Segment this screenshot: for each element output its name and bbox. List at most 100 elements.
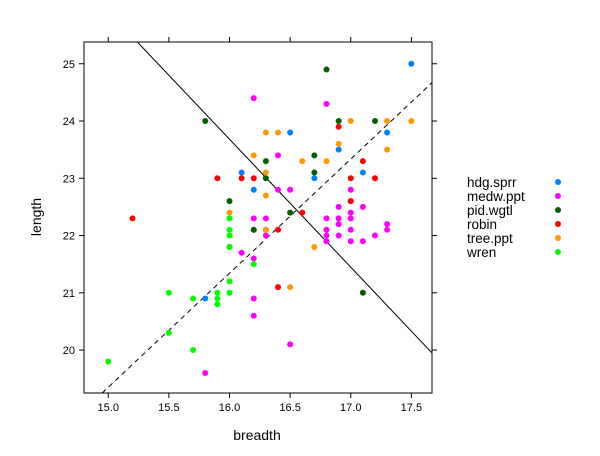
data-point <box>250 175 257 182</box>
series-tree-ppt <box>226 118 415 291</box>
data-point <box>226 226 233 233</box>
y-tick-label: 22 <box>63 231 75 243</box>
data-point <box>372 175 379 182</box>
y-tick-label: 20 <box>63 345 75 357</box>
data-point <box>250 215 257 222</box>
legend-marker <box>555 179 561 185</box>
data-point <box>275 284 282 291</box>
data-point <box>287 186 294 193</box>
data-point <box>323 232 330 239</box>
data-point <box>323 215 330 222</box>
data-point <box>238 249 245 256</box>
data-point <box>238 175 245 182</box>
y-tick-label: 23 <box>63 173 75 185</box>
data-point <box>190 295 197 302</box>
data-point <box>347 198 354 205</box>
data-point <box>262 169 269 176</box>
data-point <box>214 289 221 296</box>
data-point <box>262 175 269 182</box>
data-point <box>262 129 269 136</box>
data-point <box>347 209 354 216</box>
legend-label: robin <box>467 217 497 232</box>
data-point <box>214 301 221 308</box>
x-axis: 15.0 15.5 16.0 16.5 17.0 17.5 <box>98 37 422 414</box>
data-point <box>275 152 282 159</box>
data-point <box>335 146 342 153</box>
legend-marker <box>555 207 561 213</box>
data-point <box>311 152 318 159</box>
data-point <box>384 226 391 233</box>
data-point <box>299 158 306 165</box>
data-point <box>323 100 330 107</box>
data-point <box>372 232 379 239</box>
data-point <box>287 284 294 291</box>
data-point <box>129 215 136 222</box>
x-axis-title: breadth <box>233 427 280 443</box>
data-point <box>250 95 257 102</box>
data-point <box>262 158 269 165</box>
legend-marker <box>555 221 561 227</box>
data-point <box>335 215 342 222</box>
legend-item: pid.wgtl <box>467 203 561 218</box>
data-point <box>408 60 415 67</box>
data-point <box>347 118 354 125</box>
series-pid-wgtl <box>202 66 379 296</box>
data-point <box>165 289 172 296</box>
data-point <box>165 329 172 336</box>
series-hdg-sprr <box>202 60 415 302</box>
data-point <box>226 289 233 296</box>
data-point <box>226 215 233 222</box>
data-point <box>335 118 342 125</box>
data-point <box>250 261 257 268</box>
x-tick-label: 15.5 <box>158 402 179 414</box>
data-point <box>287 129 294 136</box>
legend-label: medw.ppt <box>467 189 525 204</box>
data-point <box>202 369 209 376</box>
data-point <box>384 221 391 228</box>
legend-item: medw.ppt <box>467 189 561 204</box>
data-point <box>226 198 233 205</box>
y-axis-title: length <box>28 198 44 236</box>
x-tick-label: 17.5 <box>401 402 422 414</box>
data-point <box>384 146 391 153</box>
data-point <box>214 295 221 302</box>
data-point <box>335 232 342 239</box>
data-point <box>250 295 257 302</box>
data-point <box>359 169 366 176</box>
data-point <box>238 169 245 176</box>
data-point <box>262 232 269 239</box>
y-axis: 20 21 22 23 24 25 <box>63 59 437 357</box>
legend-marker <box>555 193 561 199</box>
data-point <box>335 140 342 147</box>
x-tick-label: 16.5 <box>279 402 300 414</box>
x-tick-label: 15.0 <box>98 402 119 414</box>
y-tick-label: 21 <box>63 288 75 300</box>
legend-label: tree.ppt <box>467 231 513 246</box>
data-point <box>262 226 269 233</box>
data-point <box>275 129 282 136</box>
legend: hdg.sprrmedw.pptpid.wgtlrobintree.pptwre… <box>466 175 561 260</box>
data-point <box>287 209 294 216</box>
data-point <box>384 129 391 136</box>
data-point <box>359 203 366 210</box>
legend-item: wren <box>466 245 561 260</box>
legend-marker <box>555 249 561 255</box>
data-point <box>275 226 282 233</box>
legend-item: hdg.sprr <box>467 175 561 190</box>
data-point <box>250 312 257 319</box>
data-point <box>323 158 330 165</box>
data-point <box>226 278 233 285</box>
data-point <box>250 255 257 262</box>
data-point <box>214 175 221 182</box>
data-point <box>250 152 257 159</box>
data-point <box>262 215 269 222</box>
data-point <box>359 158 366 165</box>
data-point <box>250 226 257 233</box>
data-point <box>190 347 197 354</box>
data-point <box>226 209 233 216</box>
data-point <box>335 221 342 228</box>
data-point <box>323 66 330 73</box>
data-point <box>359 238 366 245</box>
data-point <box>372 118 379 125</box>
data-point <box>408 118 415 125</box>
